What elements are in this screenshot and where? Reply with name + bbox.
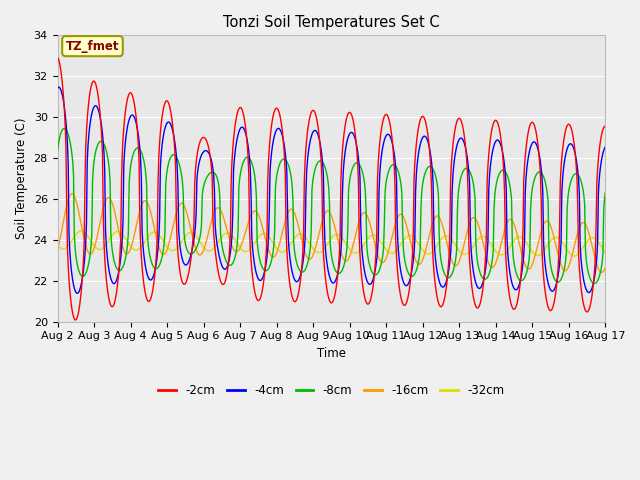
Title: Tonzi Soil Temperatures Set C: Tonzi Soil Temperatures Set C	[223, 15, 440, 30]
Y-axis label: Soil Temperature (C): Soil Temperature (C)	[15, 118, 28, 239]
Legend: -2cm, -4cm, -8cm, -16cm, -32cm: -2cm, -4cm, -8cm, -16cm, -32cm	[154, 379, 509, 402]
Text: TZ_fmet: TZ_fmet	[66, 40, 119, 53]
X-axis label: Time: Time	[317, 347, 346, 360]
